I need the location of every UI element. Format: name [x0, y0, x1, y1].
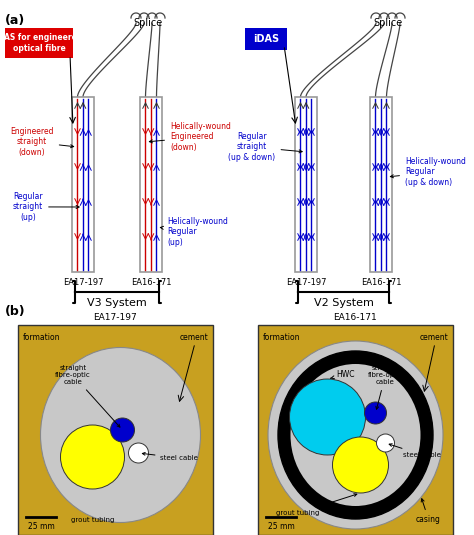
Ellipse shape: [291, 364, 420, 506]
Text: EA17-197: EA17-197: [94, 313, 137, 322]
Text: Regular
straight
(up & down): Regular straight (up & down): [228, 132, 302, 162]
Text: 25 mm: 25 mm: [268, 522, 294, 531]
Text: grout tubing: grout tubing: [71, 517, 114, 523]
Circle shape: [61, 425, 125, 489]
Circle shape: [128, 443, 148, 463]
Text: steel cable: steel cable: [142, 453, 199, 461]
Text: iDAS: iDAS: [253, 34, 279, 44]
Text: iDAS for engineered
optical fibre: iDAS for engineered optical fibre: [0, 33, 82, 53]
Text: cement: cement: [179, 333, 208, 342]
Bar: [370, 97, 392, 272]
Text: EA16-171: EA16-171: [334, 313, 377, 322]
Text: EA16-171: EA16-171: [131, 278, 171, 287]
Circle shape: [290, 379, 365, 455]
Text: EA17-197: EA17-197: [286, 278, 326, 287]
Bar: [18, 325, 213, 535]
Circle shape: [365, 402, 386, 424]
Bar: [245, 28, 287, 50]
Text: formation: formation: [23, 333, 61, 342]
Ellipse shape: [278, 351, 433, 519]
Bar: [140, 97, 162, 272]
Ellipse shape: [268, 341, 443, 529]
Text: grout tubing: grout tubing: [276, 494, 357, 516]
Text: EA17-197: EA17-197: [63, 278, 103, 287]
Text: Splice: Splice: [374, 18, 402, 28]
Text: casing: casing: [416, 499, 441, 524]
Text: Helically-wound
Regular
(up & down): Helically-wound Regular (up & down): [391, 157, 466, 187]
Text: V3 System: V3 System: [87, 298, 147, 308]
Text: steel cable: steel cable: [389, 444, 441, 458]
Bar: [72, 97, 94, 272]
Text: (b): (b): [5, 305, 26, 318]
Text: Helically-wound
Engineered
(down): Helically-wound Engineered (down): [149, 122, 231, 152]
Circle shape: [332, 437, 389, 493]
Bar: [295, 97, 317, 272]
Bar: [5, 28, 73, 58]
Text: straight
fibre-optic
cable: straight fibre-optic cable: [368, 365, 403, 409]
Text: EA16-171: EA16-171: [361, 278, 401, 287]
Ellipse shape: [40, 348, 201, 523]
Text: Regular
straight
(up): Regular straight (up): [13, 192, 79, 222]
Text: V2 System: V2 System: [314, 298, 374, 308]
Text: Splice: Splice: [133, 18, 163, 28]
Circle shape: [110, 418, 135, 442]
Text: Helically-wound
Regular
(up): Helically-wound Regular (up): [160, 217, 228, 247]
Circle shape: [376, 434, 394, 452]
Text: HWC: HWC: [331, 370, 355, 379]
Text: Engineered
straight
(down): Engineered straight (down): [10, 127, 73, 157]
Text: straight
fibre-optic
cable: straight fibre-optic cable: [55, 365, 120, 427]
Text: formation: formation: [263, 333, 301, 342]
Text: 25 mm: 25 mm: [27, 522, 55, 531]
Text: (a): (a): [5, 14, 25, 27]
Text: cement: cement: [419, 333, 448, 342]
Bar: [258, 325, 453, 535]
